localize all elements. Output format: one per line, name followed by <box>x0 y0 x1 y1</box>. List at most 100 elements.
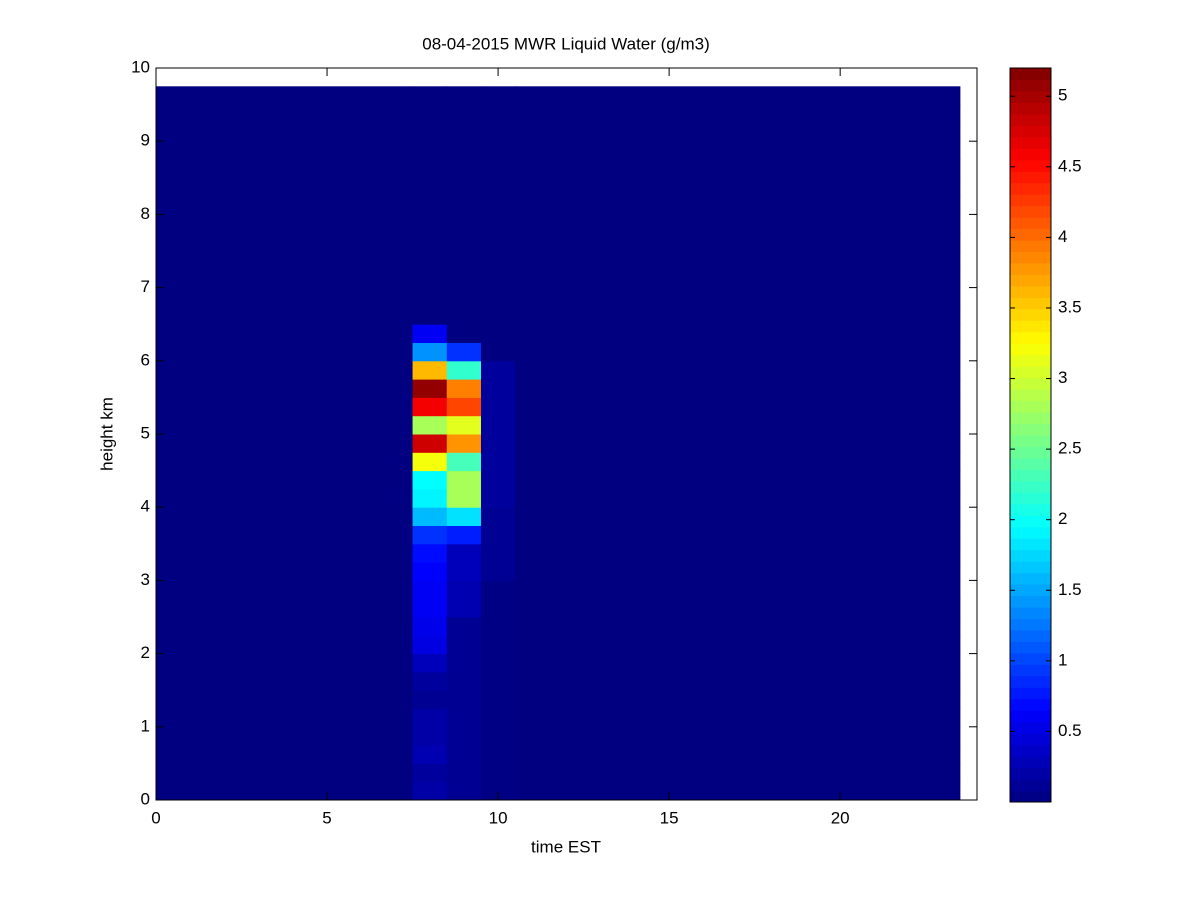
colorbar-swatch <box>1010 595 1051 608</box>
colorbar-swatch <box>1010 733 1051 746</box>
heatmap-cell <box>480 488 516 508</box>
heatmap-cell <box>480 580 516 600</box>
heatmap-cell <box>412 104 448 124</box>
heatmap-cell <box>446 251 482 270</box>
heatmap-cell <box>446 104 482 124</box>
heatmap-cell <box>156 543 414 563</box>
heatmap-cell <box>515 177 961 197</box>
heatmap-cell <box>446 617 482 636</box>
colorbar-tick-label: 3 <box>1058 368 1067 387</box>
heatmap-cell <box>446 287 482 307</box>
heatmap-cell <box>156 104 414 124</box>
colorbar-swatch <box>1010 194 1051 207</box>
colorbar-swatch <box>1010 366 1051 379</box>
colorbar-tick-label: 1 <box>1058 650 1067 669</box>
heatmap-cell <box>480 269 516 289</box>
heatmap-cell <box>480 324 516 343</box>
heatmap-cell <box>515 488 961 508</box>
colorbar-swatch <box>1010 538 1051 551</box>
colorbar-swatch <box>1010 744 1051 757</box>
heatmap-cell <box>480 635 516 655</box>
heatmap-cell <box>515 671 961 691</box>
heatmap-cell <box>156 177 414 197</box>
colorbar-swatch <box>1010 412 1051 425</box>
heatmap-cell <box>412 269 448 289</box>
heatmap-cell <box>515 525 961 545</box>
heatmap-cell <box>412 507 448 526</box>
heatmap-cell <box>156 342 414 362</box>
heatmap-cell <box>515 214 961 234</box>
colorbar-frame <box>1009 67 1052 803</box>
heatmap-cell <box>156 86 414 106</box>
heatmap-cell <box>515 781 961 801</box>
heatmap-cell <box>515 543 961 563</box>
colorbar-swatch <box>1010 629 1051 642</box>
heatmap-cell <box>412 653 448 673</box>
heatmap-cell <box>412 671 448 691</box>
x-tick-label: 15 <box>660 808 679 827</box>
y-tick-label: 4 <box>141 497 150 516</box>
colorbar-swatch <box>1010 274 1051 287</box>
heatmap-cell <box>480 745 516 764</box>
heatmap-cell <box>412 726 448 746</box>
heatmap-cell <box>480 342 516 362</box>
heatmap-cell <box>446 635 482 655</box>
heatmap-cell <box>480 232 516 252</box>
heatmap-cell <box>412 141 448 160</box>
colorbar-swatch <box>1010 113 1051 126</box>
colorbar-swatch <box>1010 400 1051 413</box>
heatmap-cell <box>156 635 414 655</box>
heatmap-cell <box>412 196 448 215</box>
heatmap-cell <box>412 232 448 252</box>
colorbar-swatch <box>1010 377 1051 390</box>
heatmap-cell <box>480 598 516 618</box>
colorbar-swatch <box>1010 90 1051 103</box>
heatmap-cell <box>156 470 414 490</box>
heatmap-cell <box>480 104 516 124</box>
colorbar-swatch <box>1010 790 1051 803</box>
colorbar-swatch <box>1010 79 1051 92</box>
heatmap-cell <box>515 690 961 709</box>
heatmap-cell <box>156 159 414 179</box>
colorbar-swatch <box>1010 423 1051 436</box>
heatmap-cell <box>515 342 961 362</box>
heatmap-cell <box>480 470 516 490</box>
heatmap-cell <box>156 525 414 545</box>
heatmap-cell <box>412 452 448 472</box>
x-tick-label: 5 <box>322 808 331 827</box>
heatmap-cell <box>515 562 961 581</box>
colorbar-swatch <box>1010 435 1051 447</box>
heatmap-cell <box>156 726 414 746</box>
heatmap-cell <box>480 415 516 435</box>
heatmap-cell <box>156 671 414 691</box>
heatmap-cell <box>446 415 482 435</box>
heatmap-cell <box>412 379 448 398</box>
colorbar-swatch <box>1010 354 1051 367</box>
heatmap-cell <box>446 196 482 215</box>
colorbar-swatch <box>1010 240 1051 252</box>
heatmap-cell <box>480 671 516 691</box>
colorbar-swatch <box>1010 607 1051 619</box>
x-tick-label: 20 <box>831 808 850 827</box>
colorbar-swatch <box>1010 217 1051 230</box>
heatmap-cell <box>515 104 961 124</box>
colorbar-swatch <box>1010 503 1051 516</box>
heatmap-cell <box>412 360 448 380</box>
colorbar-tick-label: 2 <box>1058 509 1067 528</box>
colorbar-swatch <box>1010 469 1051 482</box>
colorbar-swatch <box>1010 756 1051 769</box>
heatmap-cell <box>156 580 414 600</box>
colorbar-swatch <box>1010 182 1051 195</box>
heatmap-cell <box>156 141 414 160</box>
heatmap-cell <box>480 141 516 160</box>
x-axis-label: time EST <box>531 837 601 856</box>
colorbar-swatch <box>1010 664 1051 677</box>
heatmap-cell <box>515 745 961 764</box>
colorbar-swatch <box>1010 125 1051 138</box>
heatmap-cell <box>480 287 516 307</box>
colorbar-swatch <box>1010 389 1051 402</box>
colorbar-swatch <box>1010 721 1051 734</box>
heatmap-cell <box>412 305 448 325</box>
heatmap-cell <box>446 324 482 343</box>
